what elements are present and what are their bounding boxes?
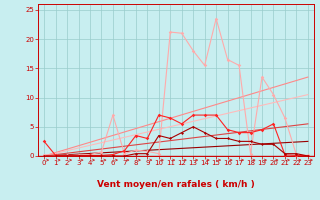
X-axis label: Vent moyen/en rafales ( km/h ): Vent moyen/en rafales ( km/h ): [97, 180, 255, 189]
